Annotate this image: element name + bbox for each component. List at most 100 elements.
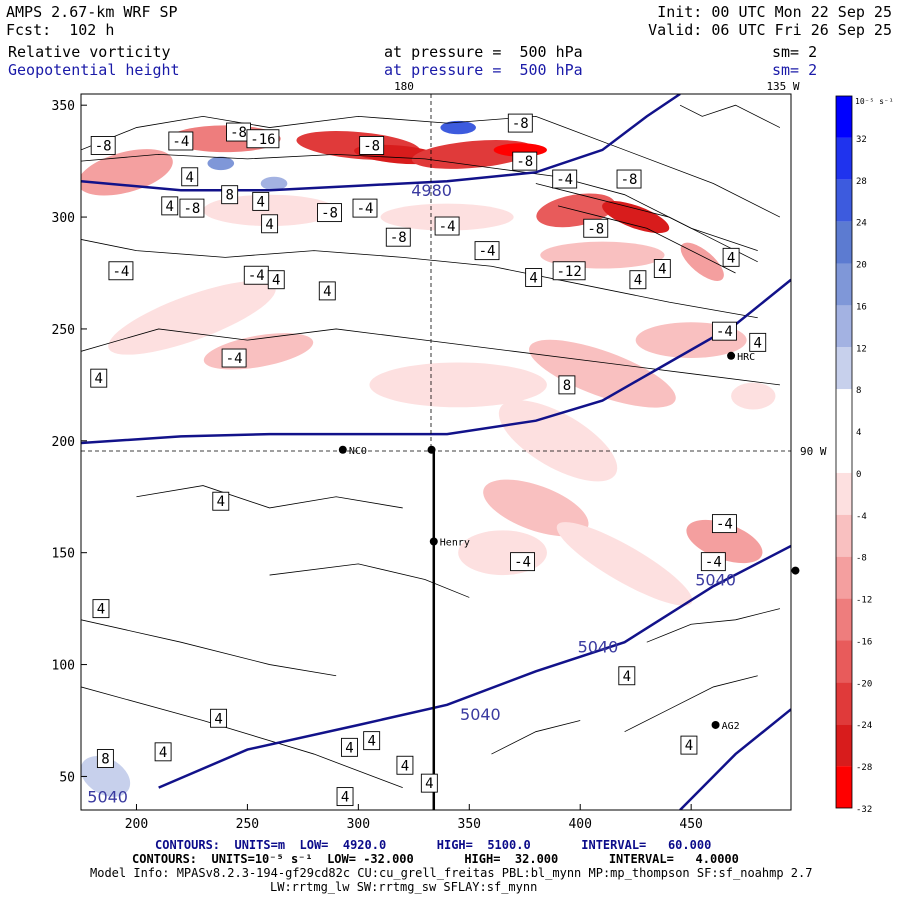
- vorticity-label: -4: [705, 555, 722, 571]
- vorticity-contour-line: [535, 183, 758, 263]
- vorticity-label-box: [711, 321, 737, 341]
- vorticity-label: 4: [425, 776, 433, 792]
- colorbar-swatch: [836, 556, 852, 599]
- station-label: NCO: [349, 446, 367, 457]
- height-labels: 5040 5040 5040 5040 4980: [87, 181, 736, 806]
- vorticity-label: -12: [556, 264, 581, 280]
- vorticity-label-box: [749, 332, 767, 352]
- vorticity-label: 4: [257, 194, 265, 210]
- vorticity-label: -4: [226, 351, 243, 367]
- colorbar-swatch: [836, 431, 852, 473]
- height-contour-3: [679, 708, 791, 810]
- model-info: Model Info: MPASv8.2.3-194-gf29cd82c CU:…: [90, 866, 813, 880]
- vorticity-label: 4: [186, 170, 194, 186]
- lon-right-top-label: 135 W: [766, 80, 799, 93]
- axes: 200 250 300 350 400 450 50 100 150 200 250 300 350: [52, 99, 703, 832]
- colorbar-tick-label: 32: [856, 135, 867, 145]
- y-tick-label: 100: [52, 659, 75, 674]
- vorticity-label-box: [108, 261, 134, 281]
- vorticity-label-box: [552, 169, 578, 189]
- vorticity-label-box: [474, 241, 500, 261]
- vorticity-label: -4: [439, 219, 456, 235]
- colorbar-swatch: [836, 305, 852, 348]
- forecast-hour: Fcst: 102 h: [6, 21, 115, 39]
- vorticity-shading: [81, 120, 776, 797]
- height-contour-0: [81, 278, 791, 445]
- vorticity-fill: [260, 176, 288, 191]
- colorbar-tick-label: 12: [856, 344, 867, 354]
- colorbar-swatch: [836, 598, 852, 641]
- colorbar-tick-label: -32: [856, 805, 872, 815]
- colorbar-tick-label: 20: [856, 261, 867, 271]
- vorticity-label: 4: [214, 711, 222, 727]
- colorbar-tick-label: 8: [856, 386, 861, 396]
- vorticity-contour-line: [136, 485, 403, 509]
- colorbar-tick-label: -20: [856, 679, 872, 689]
- colorbar-swatch: [836, 514, 852, 557]
- colorbar-swatch: [836, 263, 852, 306]
- vorticity-label-box: [722, 247, 740, 267]
- station-dot: [791, 566, 800, 575]
- colorbar-swatch: [836, 389, 852, 432]
- vorticity-label: -8: [95, 138, 112, 154]
- pressure1-label: at pressure = 500 hPa: [384, 43, 583, 61]
- vorticity-contour-line: [557, 205, 736, 274]
- model-info-2: LW:rrtmg_lw SW:rrtmg_sw SFLAY:sf_mynn: [270, 880, 538, 894]
- vorticity-label-box: [420, 773, 438, 793]
- vorticity-label: 4: [634, 273, 642, 289]
- colorbar-tick-label: -4: [856, 512, 867, 522]
- vorticity-label-box: [359, 136, 385, 155]
- vorticity-label: 4: [401, 758, 409, 774]
- vorticity-label: -4: [716, 324, 733, 340]
- vorticity-label: 4: [272, 273, 280, 289]
- vorticity-label-box: [96, 749, 114, 768]
- vorticity-label: -4: [172, 134, 189, 150]
- vorticity-label: 4: [341, 790, 349, 806]
- vorticity-labels: -8-8-4 -16 -8-8-844 -88 4-8 -44-8-4-4-4 -8-8-1…: [90, 113, 767, 807]
- vorticity-label-box: [558, 375, 576, 395]
- vorticity-label-box: [179, 198, 205, 218]
- height-contours: [81, 94, 791, 810]
- vorticity-label: 4: [367, 734, 375, 750]
- pressure2-label: at pressure = 500 hPa: [384, 61, 583, 79]
- colorbar: 32 28 24 20 16 12 8 4 0 -4 -8 -12 -16 -20 -24 -28 -32 10⁻…: [835, 95, 894, 815]
- vorticity-label: 8: [563, 378, 571, 394]
- x-tick-label: 300: [347, 817, 370, 832]
- colorbar-tick-label: -12: [856, 596, 872, 606]
- vorticity-label-box: [221, 348, 247, 368]
- y-tick-label: 350: [52, 99, 75, 114]
- colorbar-tick-label: 28: [856, 177, 867, 187]
- vorticity-contour-line: [81, 115, 781, 218]
- vorticity-label-box: [210, 708, 228, 728]
- vorticity-label: 4: [345, 740, 353, 756]
- vorticity-label-box: [629, 270, 647, 290]
- field1-label: Relative vorticity: [8, 43, 171, 61]
- x-tick-label: 350: [458, 817, 481, 832]
- vorticity-fill: [556, 522, 693, 606]
- vorticity-label-box: [336, 787, 354, 807]
- vorticity-contour-line: [81, 686, 403, 788]
- vorticity-contour-line: [491, 720, 581, 755]
- colorbar-tick-label: 24: [856, 219, 867, 229]
- vorticity-label-box: [512, 151, 538, 171]
- vorticity-label: -8: [230, 125, 247, 141]
- vorticity-label-box: [252, 191, 270, 211]
- vorticity-label: -8: [363, 138, 380, 154]
- colorbar-swatch: [836, 137, 852, 180]
- vorticity-fill: [81, 756, 131, 797]
- colorbar-units: 10⁻⁵ s⁻¹: [855, 97, 894, 106]
- height-label: 5040: [87, 788, 128, 807]
- vorticity-fill: [108, 280, 276, 355]
- vorticity-fill: [498, 400, 618, 482]
- y-tick-label: 300: [52, 211, 75, 226]
- vorticity-fill: [440, 120, 476, 135]
- vorticity-label-box: [246, 129, 280, 149]
- vorticity-fill: [602, 201, 670, 234]
- vorticity-label-box: [510, 552, 535, 572]
- vorticity-contour-line: [81, 328, 780, 386]
- vorticity-label-box: [396, 755, 414, 775]
- colorbar-swatch: [836, 179, 852, 222]
- station-label: AG2: [722, 721, 740, 732]
- vorticity-label: 4: [97, 602, 105, 618]
- height-label: 5040: [695, 571, 736, 590]
